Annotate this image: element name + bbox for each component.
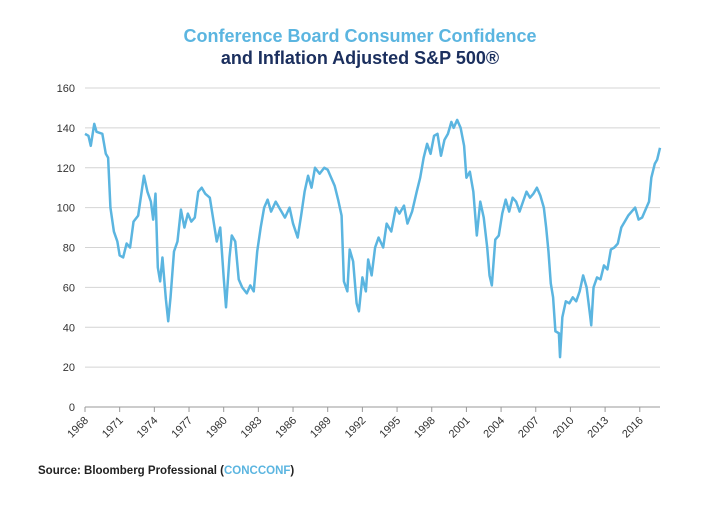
y-tick-label: 120: [57, 163, 75, 175]
x-tick-label: 1995: [377, 415, 403, 441]
y-tick-label: 100: [57, 203, 75, 215]
x-tick-label: 1968: [65, 415, 91, 441]
x-tick-label: 1992: [343, 415, 369, 441]
x-tick-label: 1983: [239, 415, 265, 441]
y-tick-label: 140: [57, 123, 75, 135]
data-line: [84, 118, 662, 359]
x-tick-label: 1971: [100, 415, 126, 441]
x-tick-label: 1989: [308, 415, 334, 441]
y-tick-label: 0: [69, 402, 75, 414]
x-tick-label: 2004: [481, 415, 507, 441]
x-tick-label: 1977: [169, 415, 195, 441]
source-note: Source: Bloomberg Professional (CONCCONF…: [38, 465, 294, 477]
chart-subtitle: and Inflation Adjusted S&P 500®: [221, 48, 499, 68]
x-tick-label: 1986: [273, 415, 299, 441]
y-tick-label: 20: [63, 362, 75, 374]
x-tick-label: 1980: [204, 415, 230, 441]
y-tick-label: 80: [63, 243, 75, 255]
x-tick-label: 2007: [516, 415, 542, 441]
x-tick-label: 1998: [412, 415, 438, 441]
y-tick-label: 60: [63, 282, 75, 294]
x-tick-label: 2016: [620, 415, 646, 441]
source-prefix: Source: Bloomberg Professional (: [38, 465, 224, 477]
chart-title: Conference Board Consumer Confidence: [183, 26, 536, 46]
x-tick-label: 1974: [135, 415, 161, 441]
source-suffix: ): [290, 465, 294, 477]
y-tick-label: 160: [57, 83, 75, 95]
x-tick-label: 2001: [447, 415, 473, 441]
x-tick-label: 2010: [551, 415, 577, 441]
source-link: CONCCONF: [224, 465, 290, 477]
x-tick-label: 2013: [585, 415, 611, 441]
y-tick-label: 40: [63, 322, 75, 334]
